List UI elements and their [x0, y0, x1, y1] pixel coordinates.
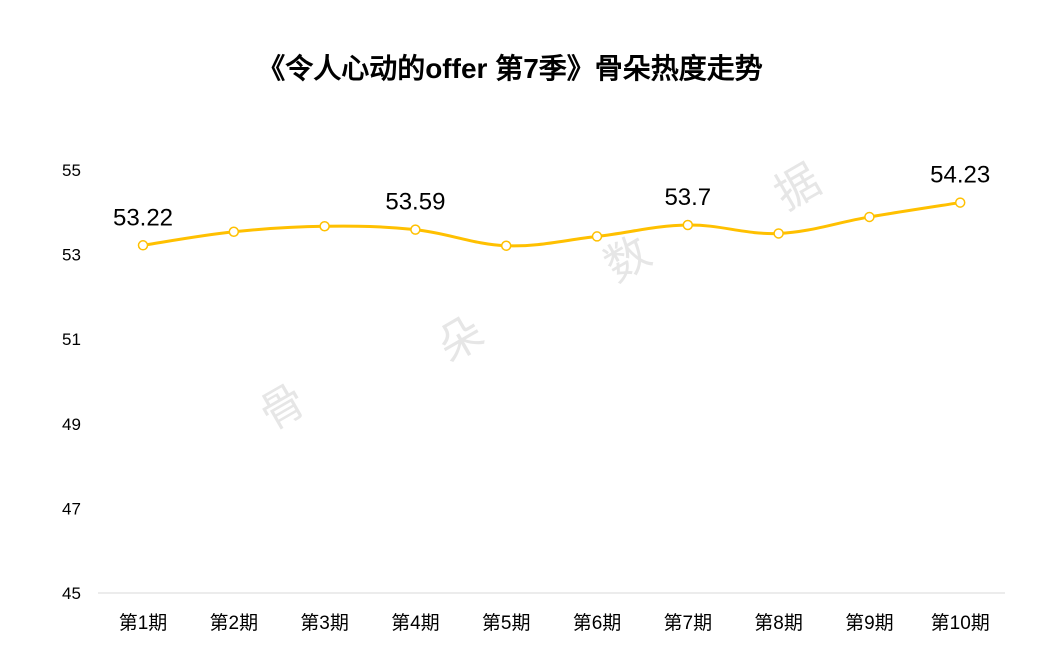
series-line [142, 201, 961, 248]
x-tick-label: 第8期 [754, 612, 803, 634]
data-point [410, 224, 421, 235]
x-tick-label: 第5期 [482, 612, 531, 634]
x-tick-label: 第10期 [931, 612, 990, 634]
data-point [500, 240, 512, 251]
y-tick-label: 49 [62, 415, 81, 434]
x-tick-label: 第3期 [300, 612, 349, 634]
x-axis: 第1期 第2期 第3期 第4期 第5期 第6期 第7期 第8期 第9期 第10期 [119, 612, 990, 634]
watermark-char: 据 [766, 154, 830, 220]
data-labels: 53.22 53.59 53.7 54.23 [113, 162, 990, 232]
data-point [319, 221, 330, 232]
x-tick-label: 第2期 [210, 612, 259, 634]
data-point [591, 231, 603, 242]
watermark-char: 骨 [251, 374, 315, 440]
data-point [137, 240, 149, 251]
x-tick-label: 第4期 [391, 612, 440, 634]
y-tick-label: 53 [62, 246, 81, 265]
data-label: 53.22 [113, 204, 173, 231]
y-tick-label: 51 [62, 330, 81, 349]
x-tick-label: 第9期 [845, 612, 894, 634]
data-point [954, 197, 966, 208]
x-tick-label: 第1期 [119, 612, 168, 634]
y-tick-label: 47 [62, 499, 81, 518]
data-point [773, 228, 784, 239]
x-tick-label: 第7期 [664, 612, 713, 634]
chart-title: 《令人心动的offer 第7季》骨朵热度走势 [257, 52, 763, 84]
y-tick-label: 45 [62, 584, 81, 603]
data-label: 54.23 [930, 162, 990, 189]
data-label: 53.7 [664, 184, 711, 211]
data-point [228, 226, 240, 238]
data-points [137, 197, 966, 251]
y-tick-label: 55 [62, 161, 81, 180]
watermark-char: 朵 [429, 306, 493, 372]
x-tick-label: 第6期 [573, 612, 622, 634]
data-point [682, 219, 694, 231]
y-axis: 45 47 49 51 53 55 [62, 161, 81, 603]
data-label: 53.59 [385, 189, 445, 216]
data-point [864, 211, 875, 223]
